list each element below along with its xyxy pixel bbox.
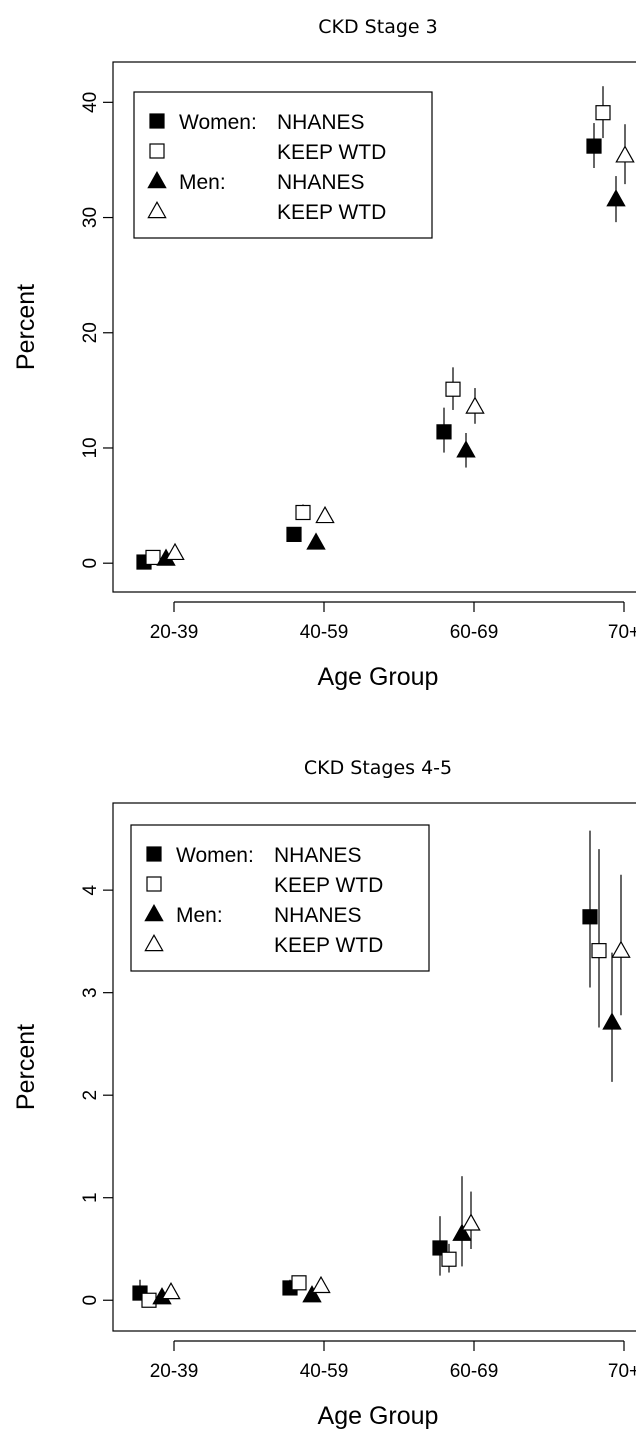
x-tick-label: 40-59 <box>300 622 349 643</box>
legend-marker <box>149 143 165 159</box>
data-point-filled-triangle <box>452 1223 472 1241</box>
data-point-filled-triangle <box>306 532 326 550</box>
legend-marker <box>144 903 164 922</box>
legend-box <box>130 824 430 972</box>
legend: Women: NHANES KEEP WTD Men: NHANES KEEP WTD <box>133 91 433 239</box>
legend-source-label: KEEP WTD <box>277 201 386 224</box>
x-tick-label: 20-39 <box>150 1361 199 1382</box>
legend-source-label: KEEP WTD <box>274 874 383 897</box>
data-point-open-triangle <box>161 1281 181 1300</box>
panel-2: CKD Stages 4-5 0 1 2 3 4 Percent 20-39 40-59 60-6… <box>12 757 636 1430</box>
data-point-filled-square <box>582 909 598 925</box>
legend-marker <box>147 200 167 219</box>
plot-frame <box>112 61 636 593</box>
x-axis-label: Age Group <box>318 663 439 691</box>
data-point-filled-square <box>586 138 602 154</box>
x-tick-label: 70+ <box>608 622 636 643</box>
data-point-filled-triangle <box>606 189 626 207</box>
data-point-open-triangle <box>461 1213 481 1231</box>
legend-source-label: NHANES <box>277 171 365 194</box>
data-point-filled-triangle <box>302 1285 322 1303</box>
data-point-filled-square <box>432 1240 448 1256</box>
legend-marker <box>146 876 162 892</box>
y-axis-label: Percent <box>12 1024 40 1110</box>
chart-title: CKD Stages 4-5 <box>304 757 452 779</box>
data-point-filled-triangle <box>602 1012 622 1030</box>
y-tick-label: 30 <box>80 207 101 228</box>
data-point-filled-square <box>436 424 452 440</box>
y-tick-label: 1 <box>80 1192 101 1203</box>
legend: Women: NHANES KEEP WTD Men: NHANES KEEP WTD <box>130 824 430 972</box>
panel-1: CKD Stage 3 0 10 20 30 40 Percent 20-39 40-59 60-… <box>12 16 636 691</box>
data-point-open-square <box>445 381 461 397</box>
legend-marker <box>144 933 164 952</box>
x-axis-label: Age Group <box>318 1402 439 1430</box>
y-tick-label: 3 <box>80 987 101 998</box>
data-point-open-triangle <box>615 145 635 163</box>
legend-box <box>133 91 433 239</box>
x-tick-label: 70+ <box>608 1361 636 1382</box>
data-point-open-triangle <box>465 396 485 414</box>
data-point-open-square <box>141 1292 157 1308</box>
legend-marker <box>149 113 165 129</box>
legend-sex-label: Women: <box>176 844 254 867</box>
x-tick-label: 60-69 <box>450 1361 499 1382</box>
legend-marker <box>146 846 162 862</box>
x-tick-label: 40-59 <box>300 1361 349 1382</box>
legend-source-label: KEEP WTD <box>274 934 383 957</box>
data-point-open-triangle <box>315 505 335 524</box>
data-point-open-triangle <box>611 940 631 958</box>
x-tick-label: 20-39 <box>150 622 199 643</box>
data-point-open-square <box>145 549 161 566</box>
y-axis-label: Percent <box>12 284 40 370</box>
data-point-filled-square <box>286 526 302 542</box>
data-point-open-square <box>291 1275 307 1291</box>
y-tick-label: 0 <box>80 558 101 569</box>
legend-sex-label: Men: <box>176 904 223 927</box>
data-point-open-square <box>295 504 311 521</box>
x-tick-label: 60-69 <box>450 622 499 643</box>
legend-source-label: NHANES <box>274 904 362 927</box>
data-point-open-square <box>441 1251 457 1267</box>
data-point-open-triangle <box>311 1275 331 1294</box>
data-point-open-triangle <box>165 542 185 561</box>
y-tick-label: 2 <box>80 1090 101 1101</box>
plot-frame <box>112 802 636 1332</box>
legend-sex-label: Men: <box>179 171 226 194</box>
y-tick-label: 10 <box>80 437 101 458</box>
y-tick-label: 40 <box>80 92 101 113</box>
legend-source-label: NHANES <box>277 111 365 134</box>
data-point-filled-triangle <box>456 440 476 458</box>
y-tick-label: 4 <box>80 884 101 895</box>
y-tick-label: 0 <box>80 1295 101 1306</box>
chart-title: CKD Stage 3 <box>318 16 437 38</box>
legend-source-label: KEEP WTD <box>277 141 386 164</box>
data-point-open-square <box>595 105 611 121</box>
data-point-open-square <box>591 943 607 959</box>
legend-marker <box>147 170 167 189</box>
legend-source-label: NHANES <box>274 844 362 867</box>
y-tick-label: 20 <box>80 322 101 343</box>
legend-sex-label: Women: <box>179 111 257 134</box>
